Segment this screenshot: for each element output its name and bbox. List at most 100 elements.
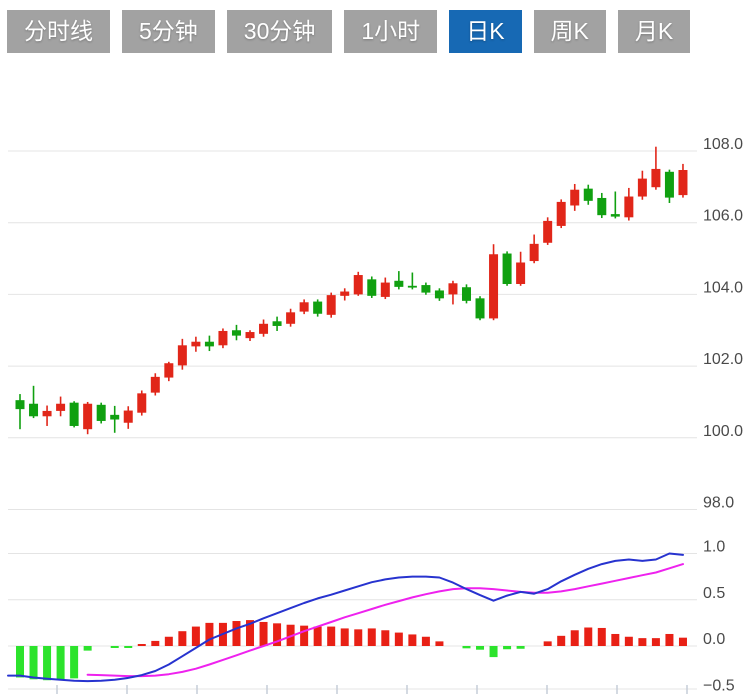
candle-body [326,295,336,315]
candle-body [231,330,241,336]
macd-bar [611,633,620,646]
candle-body [556,201,566,226]
candle-body [475,298,485,319]
macd-bar [205,622,214,646]
macd-bar [381,630,390,646]
macd-bar [516,646,525,649]
macd-bar [164,636,173,646]
candle-body [678,170,688,196]
candle-body [367,279,377,296]
tab-timeline[interactable]: 分时线 [7,10,110,53]
macd-bar [110,646,119,648]
macd-bar [408,634,417,646]
candle-body [245,332,255,339]
candle-body [394,280,404,287]
candle-body [353,275,363,295]
macd-bar [43,646,52,681]
candle-body [583,188,593,201]
candle-body [272,321,282,326]
price-axis-label: 98.0 [703,495,734,512]
candle-body [624,196,634,218]
macd-bar [124,646,133,648]
macd-bar [327,626,336,646]
candle-body [597,197,607,216]
candle-body [150,376,160,393]
macd-bar [543,641,552,646]
tab-5min[interactable]: 5分钟 [122,10,215,53]
candle-body [340,291,350,296]
macd-bar [354,629,363,646]
candles [15,146,688,435]
price-axis-labels: 108.0 106.0 104.0 102.0 100.0 98.0 [703,136,743,512]
candle-body [407,285,417,288]
candle-body [516,262,526,285]
macd-bar [435,641,444,646]
macd-bar [300,625,309,646]
price-axis-label: 104.0 [703,279,743,296]
macd-axis-label: 1.0 [703,539,725,556]
macd-bar [678,637,687,646]
macd-axis-labels: 1.0 0.5 0.0 −0.5 [703,539,735,694]
macd-bar [232,621,241,646]
candle-body [434,290,444,299]
macd-bar [557,635,566,646]
candle-body [177,345,187,366]
macd-bar [29,646,38,680]
candle-body [164,363,174,378]
macd-bar [421,636,430,646]
dea-line [86,563,684,678]
macd-bar [367,628,376,646]
candle-body [502,253,512,285]
candle-body [299,302,309,312]
tab-daily-k[interactable]: 日K [449,10,522,53]
macd-bar [16,646,24,678]
x-axis [8,685,697,694]
macd-bar [638,638,647,646]
candle-body [83,403,93,430]
macd-bar [83,646,92,651]
price-axis-label: 100.0 [703,423,743,440]
candle-body [15,400,25,410]
macd-bar [259,621,268,646]
candle-body [421,285,431,293]
price-axis-label: 108.0 [703,136,743,153]
macd-bar [462,646,471,649]
candle-body [313,301,323,314]
tab-30min[interactable]: 30分钟 [226,10,333,53]
candle-body [529,243,539,262]
candle-body [123,410,133,423]
tab-weekly-k[interactable]: 周K [533,10,606,53]
candle-body [651,168,661,188]
price-grid [8,150,697,510]
macd-bar [151,640,160,646]
candle-body [461,287,471,301]
dif-line [7,552,684,683]
tab-monthly-k[interactable]: 月K [617,10,691,53]
price-axis-label: 106.0 [703,208,743,225]
candle-body [448,283,458,295]
candle-body [610,214,620,217]
macd-bar [489,646,498,658]
macd-bar [340,628,349,646]
candle-body [489,254,499,319]
candle-body [286,312,296,324]
candle-body [69,402,79,426]
candle-body [56,403,66,411]
candle-body [543,220,553,243]
macd-bar [313,626,322,646]
candle-body [29,403,39,417]
tab-1hour[interactable]: 1小时 [344,10,438,53]
candle-body [191,341,201,347]
candle-body [137,393,147,413]
macd-axis-label: −0.5 [703,677,735,694]
macd-bar [137,644,146,646]
macd-grid [8,553,697,647]
price-axis-label: 102.0 [703,351,743,368]
candle-body [42,410,52,417]
macd-bar [584,627,593,646]
candle-body [664,171,674,198]
macd-bar [246,620,255,646]
macd-bar [178,631,187,646]
candle-body [110,414,120,420]
